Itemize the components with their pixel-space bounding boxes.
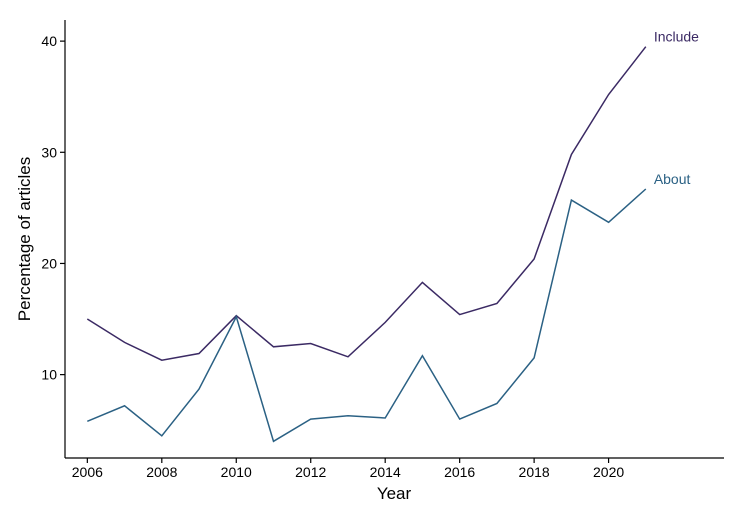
- series-label-include: Include: [654, 29, 699, 45]
- series-line-include: [86, 46, 647, 361]
- x-tick-label: 2008: [146, 464, 177, 480]
- x-tick-label: 2014: [370, 464, 401, 480]
- series-lines: [86, 46, 647, 443]
- x-tick-label: 2016: [444, 464, 475, 480]
- x-axis-title: Year: [377, 484, 412, 503]
- x-tick-label: 2012: [295, 464, 326, 480]
- y-tick-label: 30: [41, 144, 57, 160]
- y-ticks: 10 20 30 40: [41, 33, 65, 383]
- x-tick-label: 2018: [519, 464, 550, 480]
- y-axis-title: Percentage of articles: [15, 157, 34, 321]
- x-tick-label: 2006: [72, 464, 103, 480]
- series-labels: Include About: [654, 29, 699, 187]
- x-tick-label: 2020: [593, 464, 624, 480]
- axes: [64, 20, 724, 459]
- y-tick-label: 20: [41, 255, 57, 271]
- x-tick-label: 2010: [221, 464, 252, 480]
- series-label-about: About: [654, 171, 691, 187]
- x-ticks: 2006 2008 2010 2012 2014 2016 2018 2020: [72, 458, 624, 480]
- series-line-about: [87, 188, 647, 443]
- y-tick-label: 40: [41, 33, 57, 49]
- y-tick-label: 10: [41, 367, 57, 383]
